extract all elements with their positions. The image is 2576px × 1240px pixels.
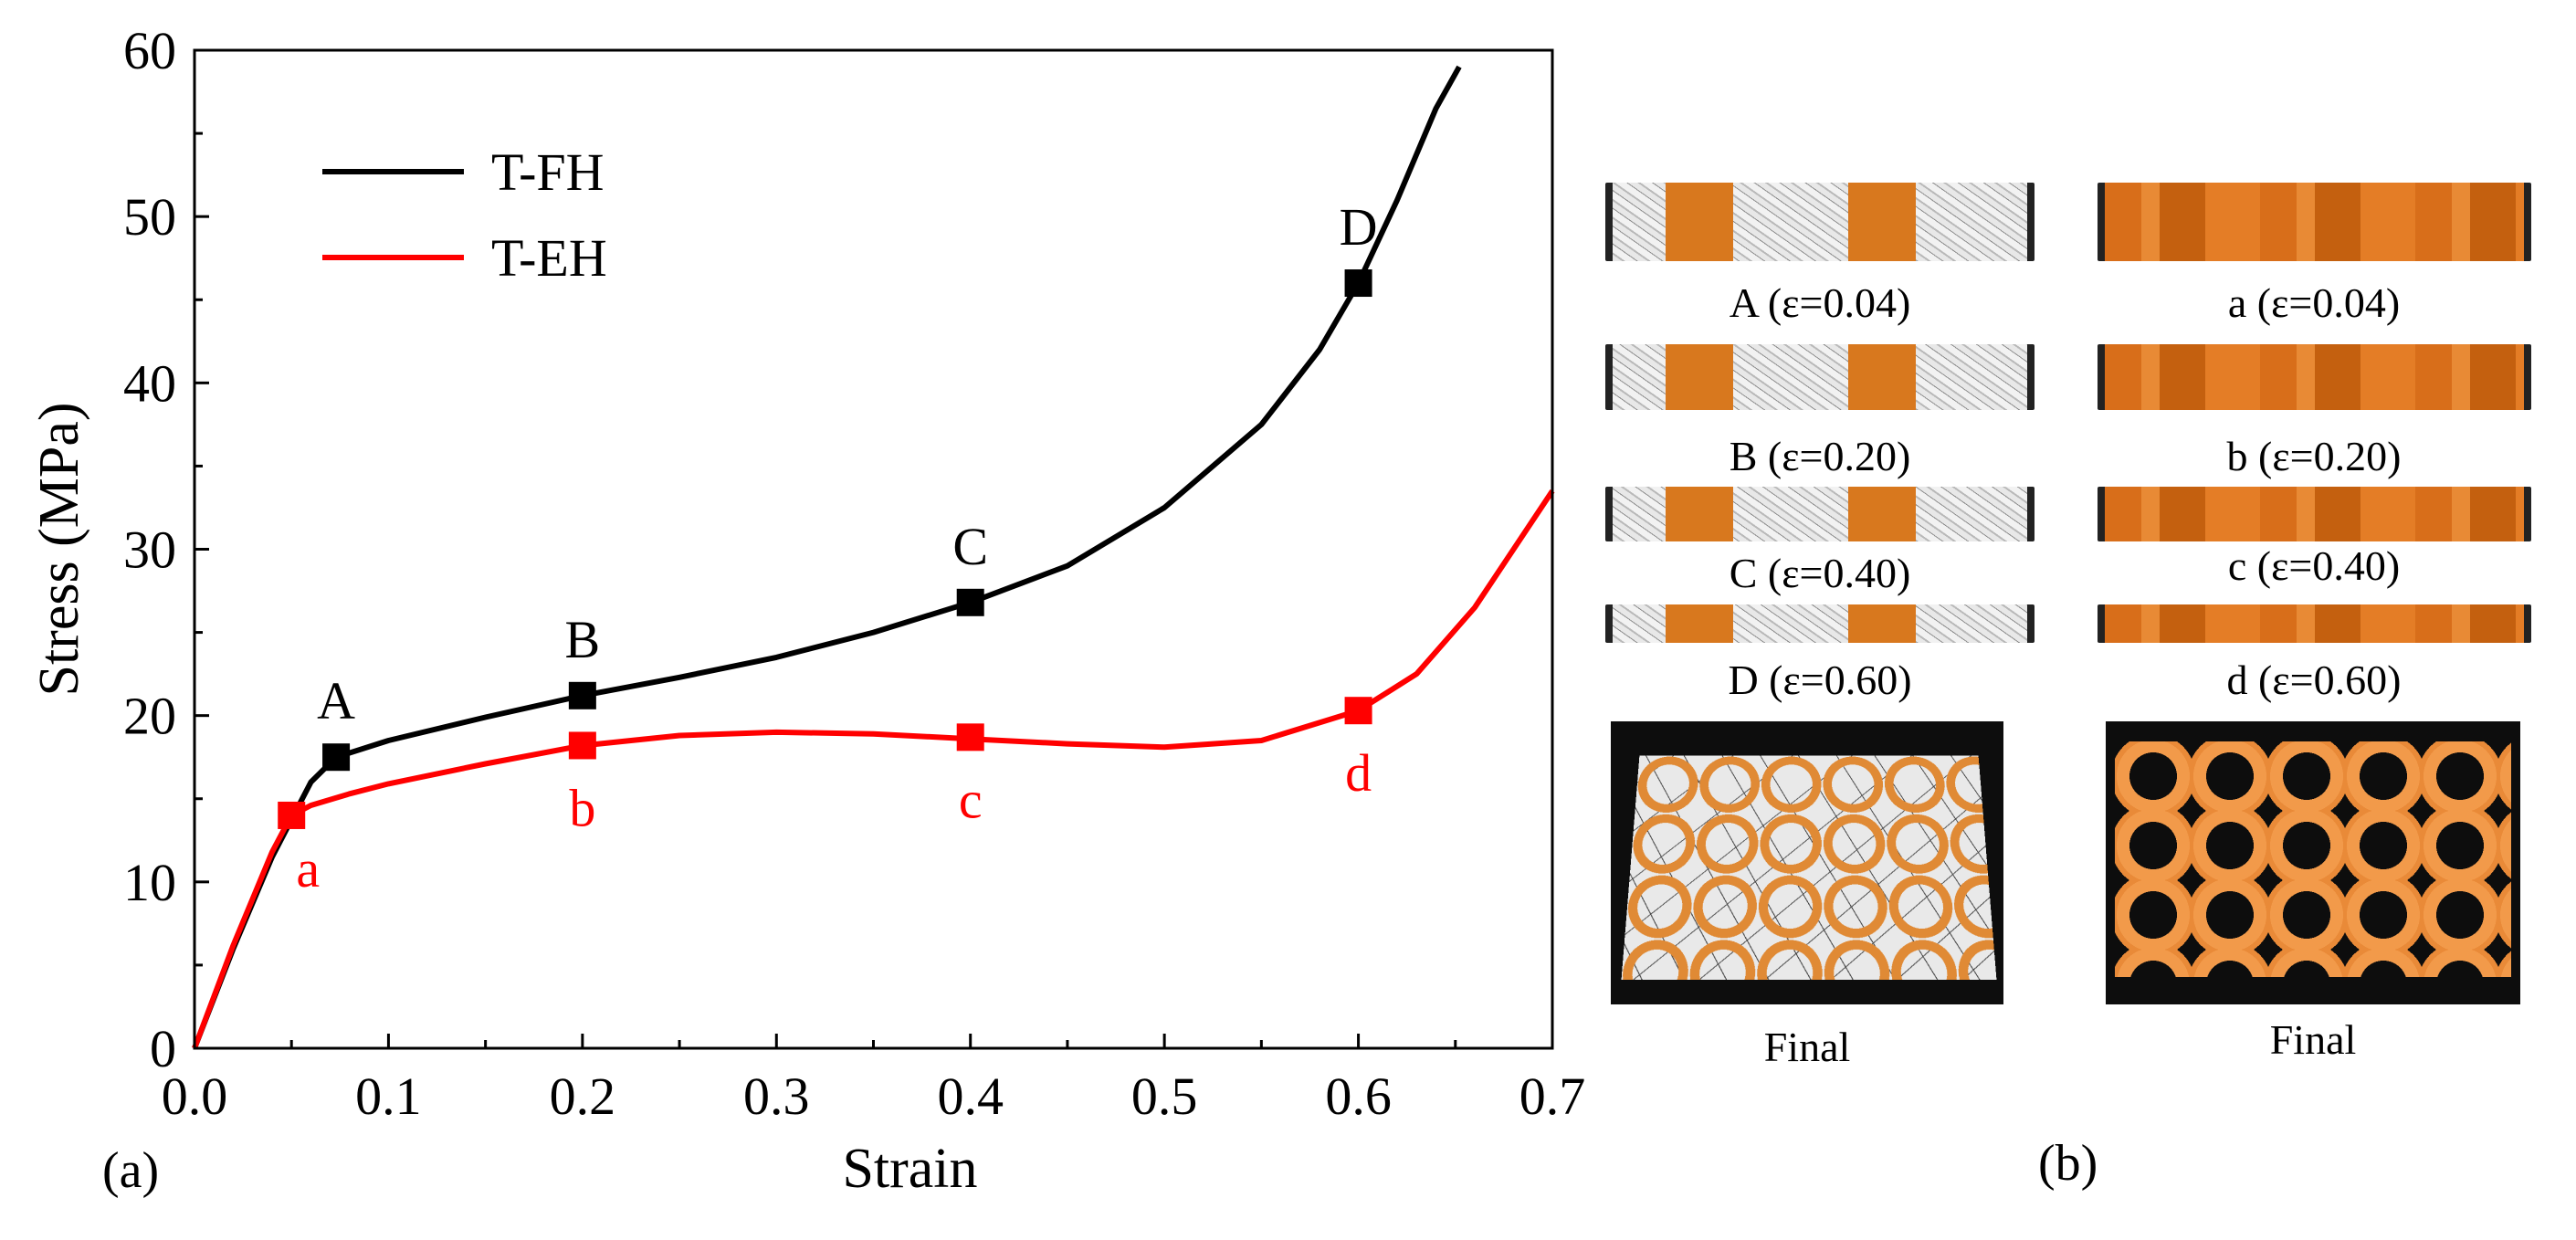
marker-label-b: b [569,778,595,837]
caption-right-final: Final [2103,1017,2523,1063]
x-tick-label: 0.1 [355,1067,422,1126]
photo-t-fh-final [1611,721,2003,1004]
caption-left-a: A (ε=0.04) [1610,280,2030,326]
caption-left-c: C (ε=0.40) [1610,551,2030,596]
marker-point-D [1345,269,1372,297]
marker-label-A: A [317,671,355,730]
axis-ticks: 0.0 0.1 0.2 0.3 0.4 0.5 0.6 0.70102030405060 [123,21,1585,1126]
empty-honeycomb-image [2115,741,2511,977]
legend-label-t-fh: T-FH [491,142,605,202]
panel-b-label: (b) [2038,1134,2098,1193]
panel-b-photos: A (ε=0.04) a (ε=0.04) B (ε=0.20) b (ε=0.… [1589,173,2575,1087]
x-tick-label: 0.3 [743,1067,810,1126]
marker-label-D: D [1340,197,1378,257]
caption-left-final: Final [1597,1025,2017,1070]
x-tick-label: 0.2 [550,1067,616,1126]
x-tick-label: 0.7 [1519,1067,1586,1126]
caption-right-c: c (ε=0.40) [2104,543,2524,589]
marker-point-a [278,802,305,829]
marker-label-a: a [296,839,320,898]
legend: T-FH T-EH [322,142,607,288]
marker-label-B: B [565,610,601,669]
series-line-t-fh [195,67,1459,1048]
y-tick-label: 60 [123,21,176,80]
photo-t-eh-final [2106,721,2520,1004]
y-tick-label: 20 [123,687,176,746]
y-tick-label: 10 [123,853,176,912]
x-tick-label: 0.6 [1325,1067,1392,1126]
panel-a-label: (a) [102,1142,159,1199]
x-tick-label: 0.4 [937,1067,1004,1126]
caption-right-d: d (ε=0.60) [2104,657,2524,703]
caption-right-b: b (ε=0.20) [2104,434,2524,479]
marker-point-b [569,731,596,759]
marker-point-A [322,743,350,771]
photo-t-eh-a [2098,183,2531,261]
photo-t-eh-c [2098,487,2531,541]
marker-label-C: C [952,517,988,576]
caption-left-b: B (ε=0.20) [1610,434,2030,479]
photo-t-eh-d [2098,604,2531,643]
photo-t-fh-d [1605,604,2035,643]
caption-right-a: a (ε=0.04) [2104,280,2524,326]
y-tick-label: 0 [150,1019,176,1078]
photo-t-fh-b [1605,344,2035,410]
y-axis-label: Stress (MPa) [28,402,90,696]
y-tick-label: 30 [123,520,176,580]
photo-t-eh-b [2098,344,2531,410]
marker-point-d [1345,697,1372,724]
caption-left-d: D (ε=0.60) [1610,657,2030,703]
photo-t-fh-a [1605,183,2035,261]
marker-layer: A B C Da b c d [278,197,1377,898]
y-tick-label: 40 [123,353,176,413]
stress-strain-chart: 0.0 0.1 0.2 0.3 0.4 0.5 0.6 0.70102030405060 AB… [0,0,1598,1240]
photo-t-fh-c [1605,487,2035,541]
marker-label-d: d [1345,743,1372,803]
marker-point-c [957,723,984,751]
y-tick-label: 50 [123,187,176,247]
legend-label-t-eh: T-EH [491,228,607,288]
marker-point-B [569,682,596,709]
filled-honeycomb-image [1622,756,1997,980]
marker-label-c: c [959,770,983,829]
marker-point-C [957,589,984,616]
x-tick-label: 0.5 [1131,1067,1198,1126]
x-axis-label: Strain [842,1138,977,1200]
